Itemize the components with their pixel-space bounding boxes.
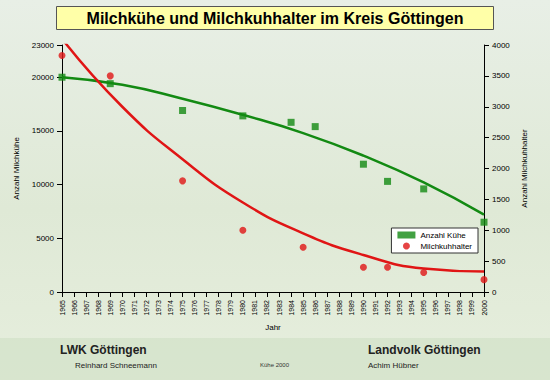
svg-text:2000: 2000: [492, 164, 510, 173]
svg-text:20000: 20000: [32, 73, 55, 82]
svg-text:15000: 15000: [32, 126, 55, 135]
svg-text:1995: 1995: [420, 300, 427, 316]
svg-text:1980: 1980: [239, 300, 246, 316]
svg-text:1968: 1968: [95, 300, 102, 316]
svg-text:1981: 1981: [251, 300, 258, 316]
svg-text:1991: 1991: [372, 300, 379, 316]
svg-text:1978: 1978: [215, 300, 222, 316]
svg-text:0: 0: [50, 288, 55, 297]
svg-text:500: 500: [492, 257, 506, 266]
svg-text:1993: 1993: [396, 300, 403, 316]
svg-text:1988: 1988: [336, 300, 343, 316]
svg-text:Anzahl Milchkühe: Anzahl Milchkühe: [12, 137, 21, 200]
svg-text:1966: 1966: [71, 300, 78, 316]
svg-text:Milchkuhhalter: Milchkuhhalter: [420, 242, 472, 251]
svg-text:1975: 1975: [179, 300, 186, 316]
svg-text:4000: 4000: [492, 41, 510, 50]
svg-text:2000: 2000: [481, 300, 488, 316]
svg-text:Landvolk Göttingen: Landvolk Göttingen: [368, 343, 481, 357]
svg-text:1979: 1979: [227, 300, 234, 316]
svg-text:5000: 5000: [36, 234, 54, 243]
svg-text:1990: 1990: [360, 300, 367, 316]
svg-text:Milchkühe und Milchkuhhalter i: Milchkühe und Milchkuhhalter im Kreis Gö…: [87, 10, 464, 27]
svg-text:1969: 1969: [107, 300, 114, 316]
svg-text:0: 0: [492, 288, 497, 297]
svg-text:1985: 1985: [300, 300, 307, 316]
svg-text:3000: 3000: [492, 102, 510, 111]
svg-text:Reinhard Schneemann: Reinhard Schneemann: [75, 361, 157, 370]
svg-text:1999: 1999: [468, 300, 475, 316]
svg-text:1998: 1998: [456, 300, 463, 316]
svg-text:1986: 1986: [312, 300, 319, 316]
svg-text:1996: 1996: [432, 300, 439, 316]
svg-text:3500: 3500: [492, 71, 510, 80]
svg-text:2500: 2500: [492, 133, 510, 142]
svg-text:1965: 1965: [59, 300, 66, 316]
svg-text:Jahr: Jahr: [265, 323, 281, 332]
svg-text:1994: 1994: [408, 300, 415, 316]
svg-text:1971: 1971: [131, 300, 138, 316]
svg-text:1982: 1982: [263, 300, 270, 316]
svg-text:1976: 1976: [191, 300, 198, 316]
svg-text:1989: 1989: [348, 300, 355, 316]
svg-text:1500: 1500: [492, 195, 510, 204]
svg-text:1000: 1000: [492, 226, 510, 235]
svg-text:1987: 1987: [324, 300, 331, 316]
svg-text:Kühe 2000: Kühe 2000: [260, 362, 290, 368]
svg-text:1970: 1970: [119, 300, 126, 316]
svg-text:Achim Hübner: Achim Hübner: [368, 361, 419, 370]
svg-text:Anzahl Milchkuhhalter: Anzahl Milchkuhhalter: [520, 129, 529, 208]
svg-text:23000: 23000: [32, 41, 55, 50]
svg-text:1997: 1997: [444, 300, 451, 316]
svg-text:1967: 1967: [83, 300, 90, 316]
svg-text:Anzahl Kühe: Anzahl Kühe: [420, 231, 466, 240]
svg-text:1972: 1972: [143, 300, 150, 316]
svg-text:1984: 1984: [288, 300, 295, 316]
svg-text:1977: 1977: [203, 300, 210, 316]
svg-text:LWK Göttingen: LWK Göttingen: [60, 343, 147, 357]
svg-text:10000: 10000: [32, 180, 55, 189]
svg-text:1974: 1974: [167, 300, 174, 316]
svg-text:1992: 1992: [384, 300, 391, 316]
svg-text:1983: 1983: [276, 300, 283, 316]
svg-text:1973: 1973: [155, 300, 162, 316]
